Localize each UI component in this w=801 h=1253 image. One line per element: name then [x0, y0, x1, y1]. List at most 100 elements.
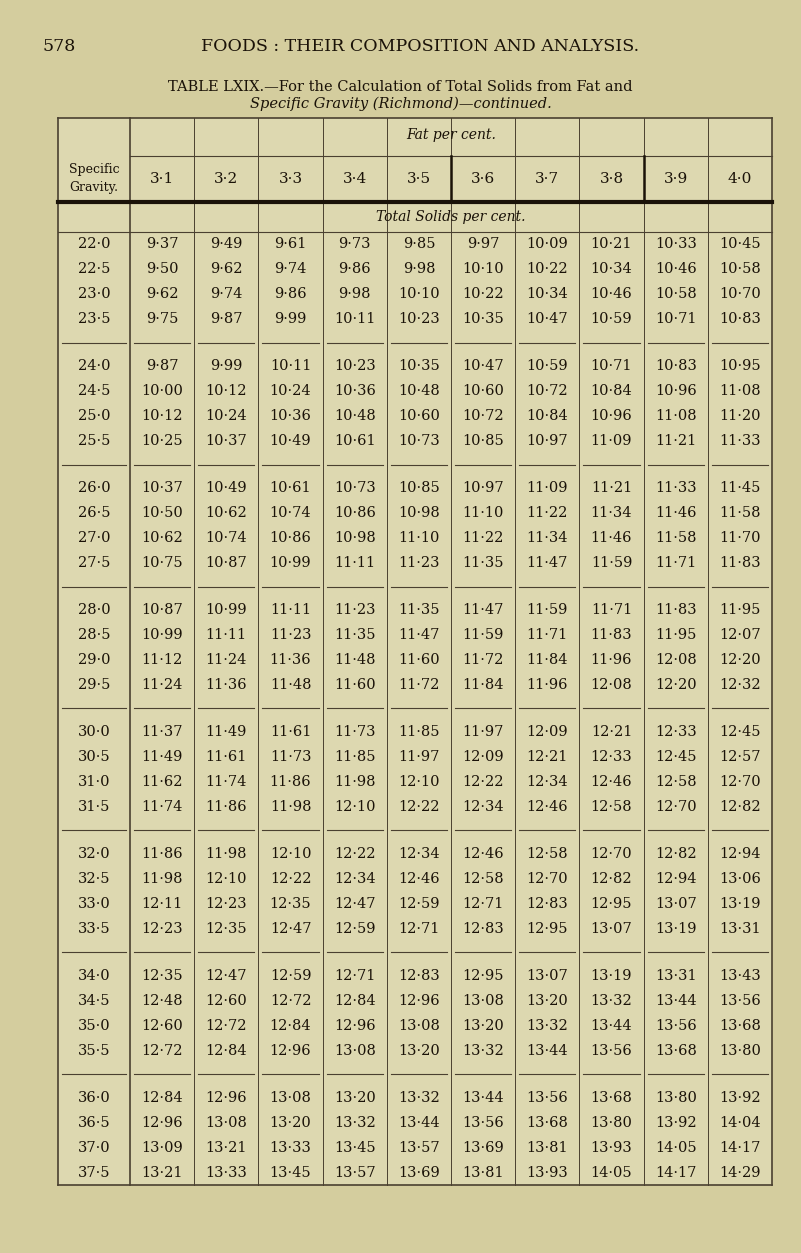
Text: 13·21: 13·21	[141, 1165, 183, 1179]
Text: 12·22: 12·22	[462, 774, 504, 789]
Text: 11·61: 11·61	[270, 725, 311, 739]
Text: 26·5: 26·5	[78, 506, 111, 520]
Text: 13·80: 13·80	[590, 1115, 633, 1130]
Text: 12·57: 12·57	[719, 751, 761, 764]
Text: 10·48: 10·48	[398, 385, 440, 398]
Text: 11·83: 11·83	[590, 628, 632, 642]
Text: 13·21: 13·21	[206, 1140, 247, 1154]
Text: 12·47: 12·47	[334, 897, 376, 911]
Text: 10·10: 10·10	[398, 287, 440, 301]
Text: 11·49: 11·49	[142, 751, 183, 764]
Text: 12·70: 12·70	[590, 847, 632, 861]
Text: 10·97: 10·97	[462, 481, 504, 495]
Text: 12·22: 12·22	[398, 799, 440, 814]
Text: 10·36: 10·36	[334, 385, 376, 398]
Text: 13·68: 13·68	[526, 1115, 568, 1130]
Text: 10·23: 10·23	[398, 312, 440, 326]
Text: 11·98: 11·98	[270, 799, 312, 814]
Text: 12·22: 12·22	[334, 847, 376, 861]
Text: 10·47: 10·47	[462, 360, 504, 373]
Text: 10·85: 10·85	[462, 434, 504, 449]
Text: 33·0: 33·0	[78, 897, 111, 911]
Text: 13·06: 13·06	[719, 872, 761, 886]
Text: 12·58: 12·58	[462, 872, 504, 886]
Text: 10·84: 10·84	[526, 410, 568, 424]
Text: 13·19: 13·19	[655, 922, 696, 936]
Text: 12·07: 12·07	[719, 628, 761, 642]
Text: 9·98: 9·98	[403, 262, 435, 277]
Text: 10·96: 10·96	[655, 385, 697, 398]
Text: 14·17: 14·17	[655, 1165, 696, 1179]
Text: 10·45: 10·45	[719, 238, 761, 252]
Text: 11·10: 11·10	[462, 506, 504, 520]
Text: 12·10: 12·10	[206, 872, 247, 886]
Text: 12·71: 12·71	[462, 897, 504, 911]
Text: 12·34: 12·34	[334, 872, 376, 886]
Text: 10·61: 10·61	[334, 434, 376, 449]
Text: 10·12: 10·12	[206, 385, 247, 398]
Text: 11·11: 11·11	[334, 556, 375, 570]
Text: 13·69: 13·69	[398, 1165, 440, 1179]
Text: 10·99: 10·99	[206, 603, 248, 618]
Text: 12·72: 12·72	[141, 1044, 183, 1058]
Text: 11·85: 11·85	[334, 751, 376, 764]
Text: 3·8: 3·8	[599, 172, 623, 185]
Text: 11·98: 11·98	[206, 847, 247, 861]
Text: 27·0: 27·0	[78, 531, 111, 545]
Text: 11·22: 11·22	[462, 531, 504, 545]
Text: 10·70: 10·70	[719, 287, 761, 301]
Text: 12·10: 12·10	[334, 799, 376, 814]
Text: 11·23: 11·23	[270, 628, 312, 642]
Text: 12·60: 12·60	[205, 994, 248, 1007]
Text: 12·82: 12·82	[655, 847, 697, 861]
Text: 12·95: 12·95	[526, 922, 568, 936]
Text: 13·20: 13·20	[398, 1044, 440, 1058]
Text: 10·24: 10·24	[270, 385, 312, 398]
Text: 13·32: 13·32	[462, 1044, 504, 1058]
Text: 13·93: 13·93	[526, 1165, 568, 1179]
Text: 9·99: 9·99	[274, 312, 307, 326]
Text: 10·83: 10·83	[654, 360, 697, 373]
Text: 13·07: 13·07	[590, 922, 632, 936]
Text: 12·22: 12·22	[270, 872, 312, 886]
Text: 11·86: 11·86	[206, 799, 248, 814]
Text: 11·86: 11·86	[270, 774, 312, 789]
Text: 10·11: 10·11	[334, 312, 376, 326]
Text: 12·70: 12·70	[526, 872, 568, 886]
Text: 11·71: 11·71	[655, 556, 696, 570]
Text: 12·21: 12·21	[591, 725, 632, 739]
Text: 13·81: 13·81	[462, 1165, 504, 1179]
Text: 11·60: 11·60	[334, 678, 376, 692]
Text: 13·08: 13·08	[398, 1019, 440, 1032]
Text: 11·60: 11·60	[398, 653, 440, 667]
Text: 11·47: 11·47	[462, 603, 504, 618]
Text: 11·73: 11·73	[334, 725, 376, 739]
Text: 13·33: 13·33	[270, 1140, 312, 1154]
Text: 10·87: 10·87	[141, 603, 183, 618]
Text: 4·0: 4·0	[728, 172, 752, 185]
Text: 12·08: 12·08	[655, 653, 697, 667]
Text: 11·36: 11·36	[270, 653, 312, 667]
Text: 13·43: 13·43	[719, 969, 761, 982]
Text: FOODS : THEIR COMPOSITION AND ANALYSIS.: FOODS : THEIR COMPOSITION AND ANALYSIS.	[201, 38, 639, 55]
Text: 11·74: 11·74	[142, 799, 183, 814]
Text: 11·46: 11·46	[655, 506, 696, 520]
Text: 10·58: 10·58	[655, 287, 697, 301]
Text: 35·5: 35·5	[78, 1044, 111, 1058]
Text: 9·87: 9·87	[146, 360, 179, 373]
Text: 13·93: 13·93	[590, 1140, 632, 1154]
Text: 11·95: 11·95	[655, 628, 696, 642]
Text: 12·46: 12·46	[526, 799, 568, 814]
Text: 13·92: 13·92	[719, 1090, 761, 1105]
Text: 10·96: 10·96	[590, 410, 632, 424]
Text: 11·23: 11·23	[398, 556, 440, 570]
Text: 13·68: 13·68	[719, 1019, 761, 1032]
Text: 12·08: 12·08	[590, 678, 632, 692]
Text: 3·9: 3·9	[663, 172, 688, 185]
Text: 11·86: 11·86	[141, 847, 183, 861]
Text: 10·61: 10·61	[270, 481, 312, 495]
Text: 11·59: 11·59	[462, 628, 504, 642]
Text: Specific
Gravity.: Specific Gravity.	[69, 163, 119, 194]
Text: 12·11: 12·11	[142, 897, 183, 911]
Text: 9·74: 9·74	[274, 262, 307, 277]
